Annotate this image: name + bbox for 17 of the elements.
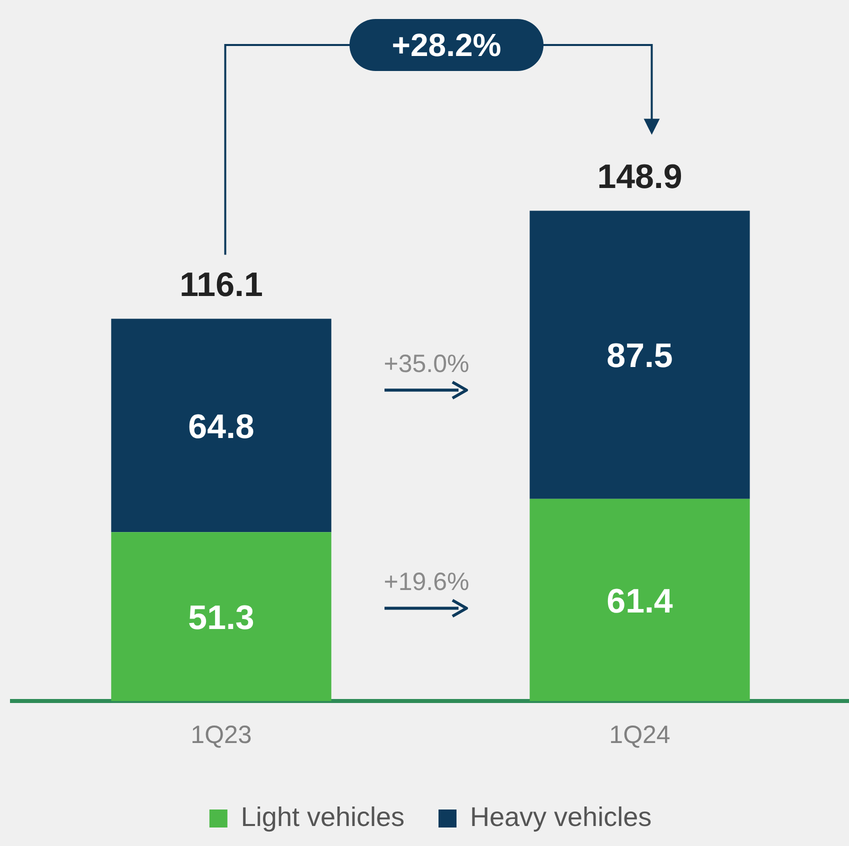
data-label: 64.8 [188, 408, 254, 446]
data-label: 51.3 [188, 598, 254, 637]
bar [530, 210, 750, 499]
text: +28.2% [392, 26, 502, 63]
total-label: 148.9 [597, 158, 682, 196]
data-label: 87.5 [606, 337, 673, 376]
data-label: 61.4 [606, 582, 673, 620]
annotation: +35.0% [384, 350, 470, 378]
x-tick-label: 1Q24 [609, 720, 670, 749]
x-tick-label: 1Q23 [190, 720, 252, 749]
total-label: 116.1 [180, 266, 263, 304]
bar [111, 318, 332, 532]
legend-label: Heavy vehicles [470, 802, 652, 832]
bar [111, 532, 332, 701]
legend-label: Light vehicles [240, 802, 405, 832]
bar [530, 498, 750, 701]
annotation: +19.6% [384, 568, 470, 596]
